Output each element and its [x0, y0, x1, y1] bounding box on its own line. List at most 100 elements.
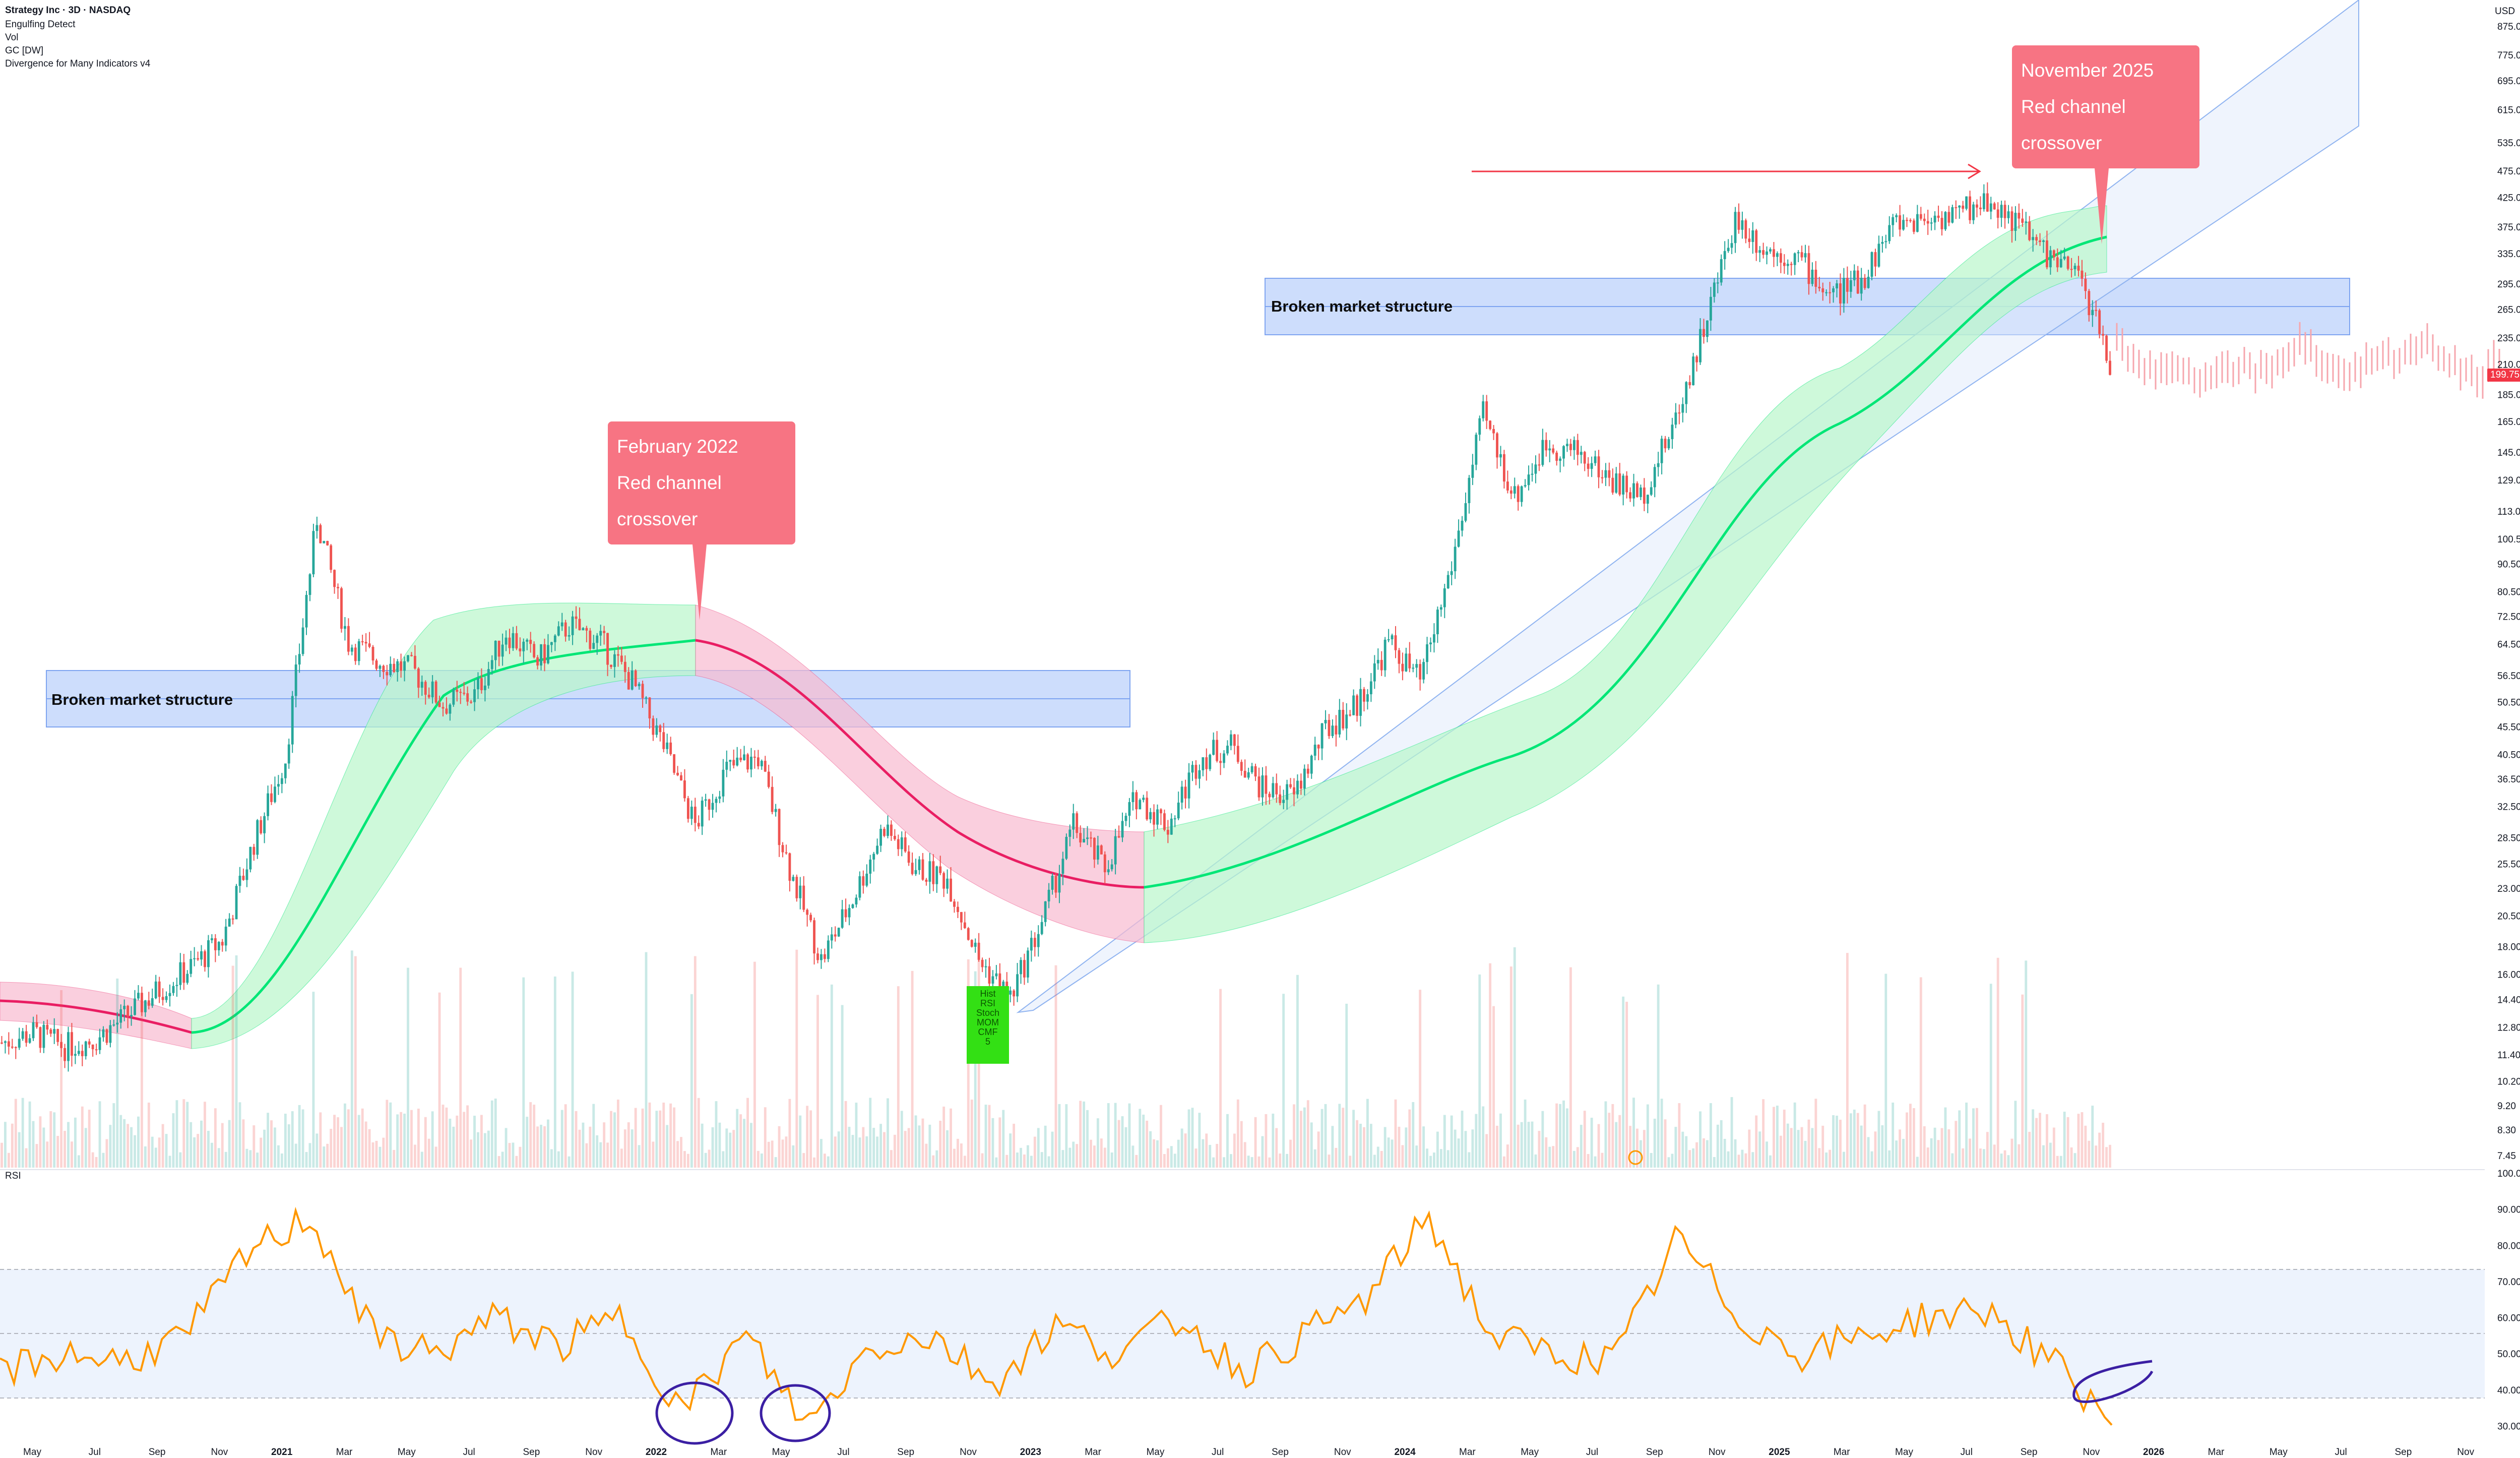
volume-bar: [893, 1134, 896, 1168]
volume-bar: [1912, 1108, 1915, 1168]
volume-bar: [71, 1141, 73, 1168]
indicator-engulfing[interactable]: Engulfing Detect: [5, 19, 76, 30]
volume-bar: [1622, 996, 1625, 1168]
volume-bar: [1026, 1145, 1029, 1168]
volume-bar: [371, 1142, 374, 1168]
time-tick: Jul: [2335, 1447, 2347, 1457]
volume-bar: [1513, 947, 1516, 1168]
candle: [60, 1034, 63, 1057]
candle: [599, 624, 602, 646]
price-tick: 9.20: [2497, 1101, 2516, 1112]
candle: [1496, 432, 1498, 469]
candle: [112, 1019, 115, 1027]
candle: [91, 1044, 94, 1057]
volume-bar: [540, 1124, 542, 1168]
volume-bar: [1121, 1116, 1124, 1168]
volume-bar: [1072, 1141, 1075, 1168]
volume-bar: [21, 1098, 24, 1168]
candle: [393, 658, 396, 673]
candle: [1611, 468, 1614, 495]
volume-bar: [1678, 1103, 1681, 1168]
volume-bar: [760, 1153, 763, 1168]
volume-bar: [1023, 1154, 1026, 1168]
volume-bar: [319, 1112, 322, 1168]
candle: [1776, 251, 1779, 266]
candle: [1566, 439, 1568, 452]
candle: [368, 632, 371, 648]
candle: [1216, 731, 1219, 763]
candle: [1415, 659, 1418, 678]
volume-bar: [1461, 1110, 1464, 1168]
candle: [1478, 415, 1481, 441]
volume-bar: [1706, 1140, 1709, 1168]
volume-bar: [1685, 1136, 1688, 1168]
volume-bar: [1268, 1157, 1271, 1168]
volume-bar: [1044, 1125, 1047, 1168]
red-band-2022-2023: [695, 604, 1145, 943]
candle: [323, 540, 326, 544]
volume-bar: [970, 1100, 973, 1168]
indicator-vol[interactable]: Vol: [5, 32, 19, 43]
candle: [655, 718, 658, 738]
volume-bar: [865, 1136, 868, 1168]
candle: [540, 644, 542, 671]
volume-bar: [1342, 1108, 1345, 1168]
candle: [592, 635, 595, 649]
indicator-divergence[interactable]: Divergence for Many Indicators v4: [5, 58, 151, 69]
volume-bar: [11, 1123, 14, 1168]
candle: [337, 583, 339, 599]
volume-bar: [263, 1129, 266, 1168]
volume-bar: [837, 1131, 840, 1168]
volume-bar: [883, 1132, 886, 1168]
volume-bar: [939, 1121, 942, 1168]
candle: [1016, 963, 1019, 1002]
candle: [1716, 272, 1719, 293]
volume-bar: [778, 1126, 781, 1168]
volume-bar: [1054, 965, 1057, 1168]
candle: [1856, 266, 1859, 294]
candle: [553, 634, 556, 651]
volume-bar: [1723, 1138, 1726, 1168]
candle: [386, 664, 389, 686]
candle: [1072, 804, 1075, 839]
candle: [2007, 205, 2010, 224]
volume-bar: [1695, 1142, 1698, 1168]
candle: [568, 626, 571, 641]
candle: [715, 797, 718, 813]
volume-bar: [641, 1108, 644, 1168]
volume-bar: [1506, 1144, 1509, 1168]
volume-bar: [242, 1119, 245, 1168]
volume-bar: [1643, 1130, 1646, 1168]
volume-bar: [470, 1139, 473, 1168]
candle: [1272, 776, 1275, 799]
candle: [1597, 450, 1600, 489]
volume-bar: [459, 967, 462, 1168]
candle: [1839, 273, 1842, 316]
volume-bar: [2073, 1153, 2076, 1168]
volume-bar: [347, 1109, 350, 1168]
candle: [344, 617, 346, 641]
volume-bar: [795, 949, 798, 1168]
candle: [708, 799, 711, 821]
candle: [182, 954, 185, 990]
candle: [214, 934, 217, 962]
volume-bar: [1376, 1146, 1379, 1168]
candle: [557, 621, 560, 637]
volume-bar: [400, 1112, 403, 1168]
candle: [834, 926, 837, 942]
candle: [2066, 256, 2069, 271]
candle: [746, 753, 749, 773]
indicator-gc[interactable]: GC [DW]: [5, 45, 43, 56]
volume-bar: [1657, 984, 1660, 1168]
volume-bar: [1415, 1145, 1418, 1168]
candle: [1450, 561, 1453, 585]
candle: [1139, 798, 1142, 810]
price-tick: 235.00: [2497, 333, 2520, 344]
volume-bar: [515, 1156, 518, 1168]
volume-bar: [553, 976, 556, 1168]
candle: [589, 628, 592, 651]
candle: [420, 675, 423, 696]
candle: [382, 664, 385, 679]
volume-bar: [879, 1124, 883, 1168]
volume-bar: [613, 1112, 616, 1168]
